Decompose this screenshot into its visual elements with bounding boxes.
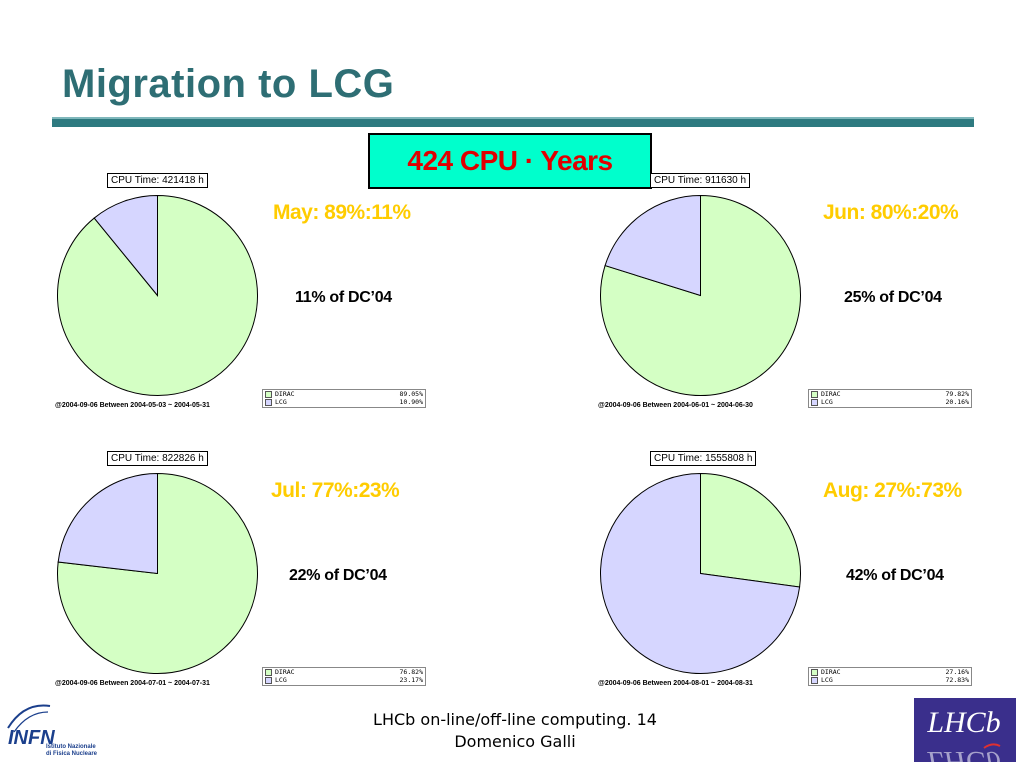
dirac-swatch (265, 390, 272, 398)
lcg-swatch (265, 676, 272, 684)
cpu-time-label: CPU Time: 822826 h (107, 451, 208, 466)
legend-pct: 27.16% (945, 668, 969, 676)
legend-name: DIRAC (275, 668, 295, 676)
legend-name: LCG (821, 398, 833, 406)
pie-legend: DIRAC 27.16% LCG 72.83% (808, 667, 972, 686)
legend-row-dirac: DIRAC 76.82% (263, 668, 425, 676)
date-range-footnote: @2004-09-06 Between 2004-06-01 ~ 2004-06… (598, 402, 753, 409)
infn-logo-text: INFN (8, 727, 55, 749)
legend-pct: 20.16% (945, 398, 969, 406)
pie-chart-aug (600, 472, 801, 674)
pie-slice-lcg (600, 472, 801, 674)
legend-name: LCG (275, 676, 287, 684)
legend-pct: 72.83% (945, 676, 969, 684)
dirac-swatch (811, 390, 818, 398)
legend-name: DIRAC (821, 390, 841, 398)
slide-footer: LHCb on-line/off-line computing. 14 Dome… (330, 709, 700, 753)
legend-row-lcg: LCG 72.83% (809, 676, 971, 684)
pie-legend: DIRAC 89.05% LCG 10.90% (262, 389, 426, 408)
dc04-share-label: 42% of DC’04 (846, 567, 944, 584)
infn-logo-arc-inner (13, 711, 49, 733)
total-cpu-years-box: 424 CPU · Years (368, 133, 652, 189)
pie-panel-jul: CPU Time: 822826 h Jul: 77%:23% 22% of D… (55, 451, 525, 706)
pie-legend: DIRAC 79.82% LCG 20.16% (808, 389, 972, 408)
pie-panel-may: CPU Time: 421418 h May: 89%:11% 11% of D… (55, 173, 525, 428)
legend-name: LCG (821, 676, 833, 684)
month-ratio-label: Jul: 77%:23% (271, 479, 400, 502)
legend-row-dirac: DIRAC 27.16% (809, 668, 971, 676)
pie-slice-lcg (604, 194, 701, 297)
legend-name: LCG (275, 398, 287, 406)
pie-slice-lcg (57, 472, 158, 575)
pie-panel-aug: CPU Time: 1555808 h Aug: 27%:73% 42% of … (598, 451, 1024, 706)
lhcb-logo-swoosh (983, 743, 1001, 749)
lhcb-logo-graphic: LHCb LHCb (914, 698, 1016, 762)
footer-line-1: LHCb on-line/off-line computing. 14 (373, 710, 657, 729)
legend-row-dirac: DIRAC 89.05% (263, 390, 425, 398)
lhcb-logo-text: LHCb (926, 706, 1000, 739)
dc04-share-label: 25% of DC’04 (844, 289, 942, 306)
pie-chart-jul (57, 472, 258, 674)
dc04-share-label: 22% of DC’04 (289, 567, 387, 584)
pie-legend: DIRAC 76.82% LCG 23.17% (262, 667, 426, 686)
footer-line-2: Domenico Galli (454, 732, 576, 751)
cpu-time-label: CPU Time: 1555808 h (650, 451, 757, 466)
legend-pct: 10.90% (399, 398, 423, 406)
infn-logo-arc (7, 704, 51, 729)
dc04-share-label: 11% of DC’04 (295, 289, 392, 306)
cpu-time-label: CPU Time: 911630 h (650, 173, 751, 188)
lcg-swatch (811, 398, 818, 406)
legend-pct: 89.05% (399, 390, 423, 398)
lcg-swatch (265, 398, 272, 406)
cpu-time-label: CPU Time: 421418 h (107, 173, 208, 188)
legend-pct: 79.82% (945, 390, 969, 398)
pie-slice-dirac (700, 472, 801, 588)
date-range-footnote: @2004-09-06 Between 2004-08-01 ~ 2004-08… (598, 680, 753, 687)
lhcb-logo-bg (914, 698, 1016, 762)
legend-name: DIRAC (821, 668, 841, 676)
legend-pct: 76.82% (399, 668, 423, 676)
infn-logo-sub1: Istituto Nazionale (46, 744, 96, 750)
dirac-swatch (811, 668, 818, 676)
legend-row-lcg: LCG 10.90% (263, 398, 425, 406)
lhcb-logo: LHCb LHCb (914, 698, 1016, 762)
month-ratio-label: Aug: 27%:73% (823, 479, 962, 502)
date-range-footnote: @2004-09-06 Between 2004-05-03 ~ 2004-05… (55, 402, 210, 409)
pie-panel-jun: CPU Time: 911630 h Jun: 80%:20% 25% of D… (598, 173, 1024, 428)
month-ratio-label: May: 89%:11% (273, 201, 411, 224)
slide-title: Migration to LCG (62, 62, 395, 106)
lcg-swatch (811, 676, 818, 684)
infn-logo: INFN Istituto Nazionale di Fisica Nuclea… (7, 704, 98, 757)
lhcb-logo-reflection: LHCb (926, 745, 1000, 762)
legend-name: DIRAC (275, 390, 295, 398)
title-divider (52, 117, 974, 127)
pie-slice-lcg (93, 194, 158, 297)
date-range-footnote: @2004-09-06 Between 2004-07-01 ~ 2004-07… (55, 680, 210, 687)
legend-row-dirac: DIRAC 79.82% (809, 390, 971, 398)
month-ratio-label: Jun: 80%:20% (823, 201, 959, 224)
pie-chart-may (57, 194, 258, 396)
legend-pct: 23.17% (399, 676, 423, 684)
dirac-swatch (265, 668, 272, 676)
pie-chart-jun (600, 194, 801, 396)
legend-row-lcg: LCG 20.16% (809, 398, 971, 406)
legend-row-lcg: LCG 23.17% (263, 676, 425, 684)
infn-logo-sub2: di Fisica Nucleare (46, 751, 98, 757)
